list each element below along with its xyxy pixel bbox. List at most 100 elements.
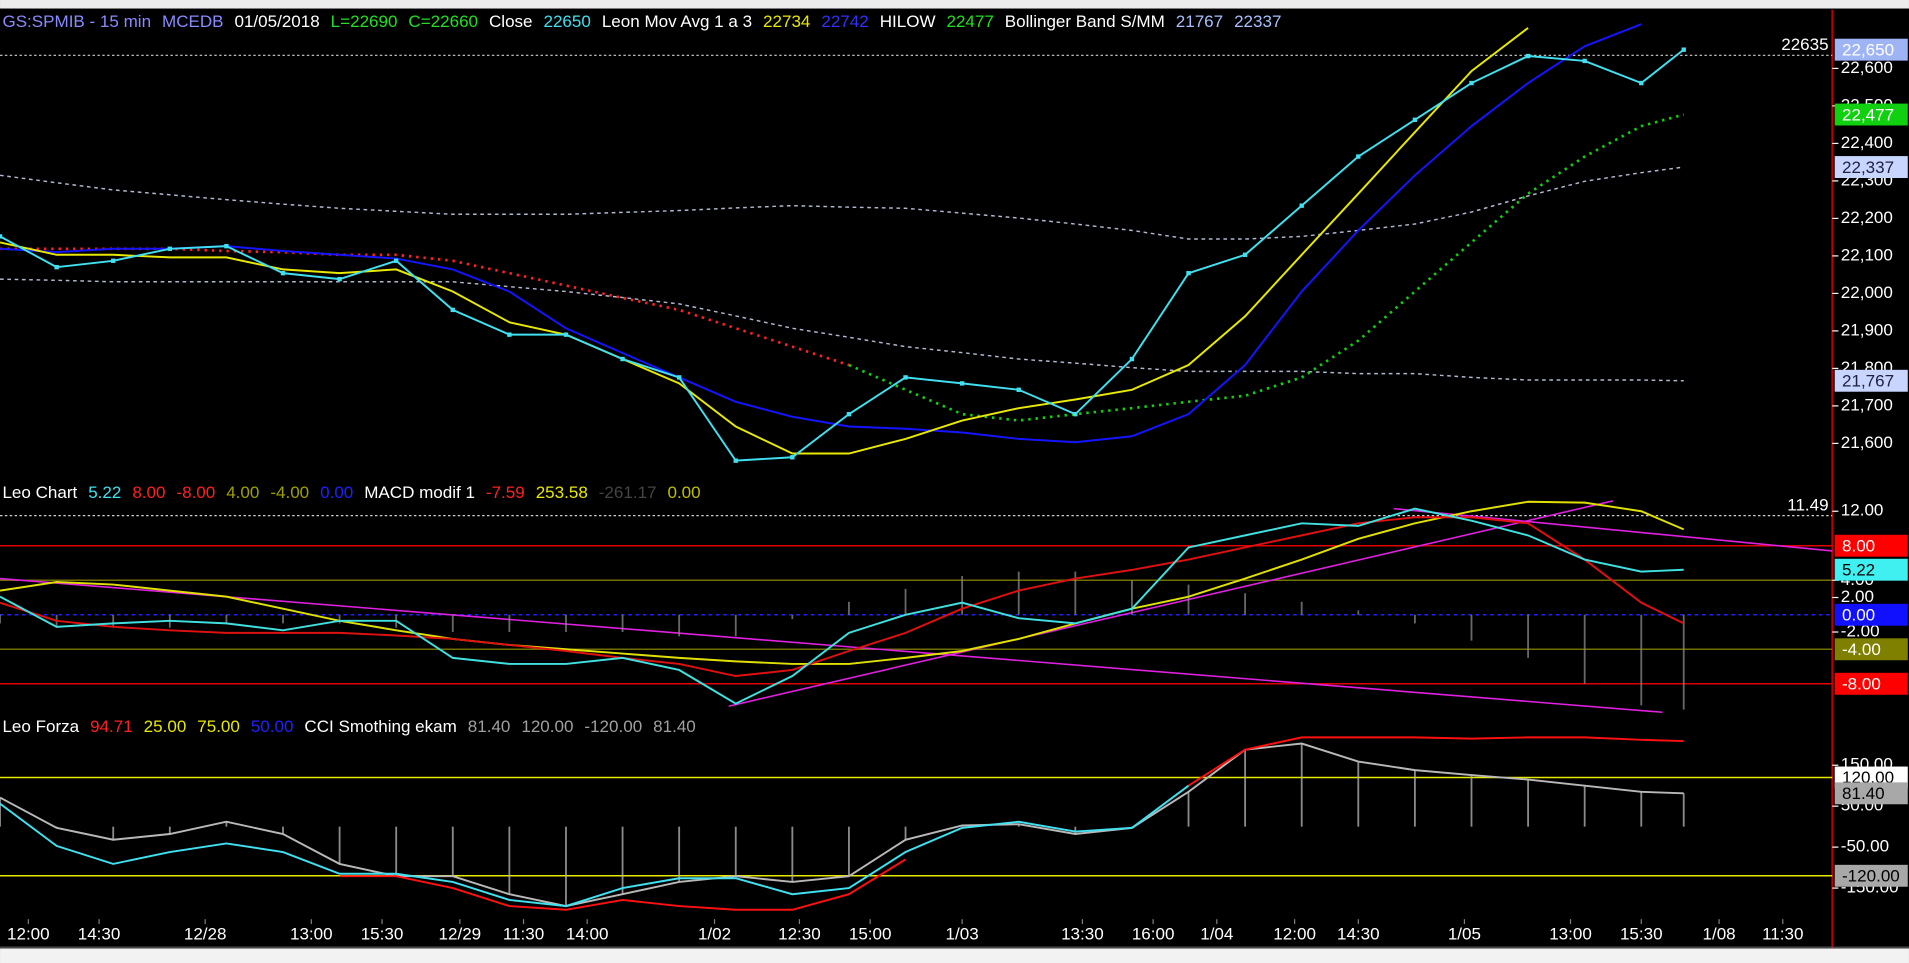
value-tag (1834, 864, 1908, 887)
x-tick-label: 11:30 (1762, 924, 1803, 943)
header-item: 22650 (543, 11, 590, 30)
value-tag (1834, 369, 1908, 392)
header-item: -7.59 (486, 483, 525, 502)
cursor-label: 22635 (1781, 35, 1828, 54)
y-tick-label: 21,600 (1841, 433, 1893, 452)
point (1412, 117, 1418, 122)
point (337, 276, 342, 282)
y-tick-label: 22,200 (1841, 208, 1893, 227)
cursor-label: 11.49 (1787, 495, 1828, 514)
y-tick-label: 21,900 (1841, 320, 1893, 339)
series-line (0, 247, 850, 367)
header-item: 0.00 (320, 483, 353, 502)
header-item: MCEDB (162, 11, 224, 30)
header-item: 22742 (821, 11, 868, 30)
point (393, 258, 399, 263)
point (1016, 387, 1021, 392)
header-item: -8.00 (176, 483, 215, 502)
value-tag-label: 0.00 (1842, 605, 1875, 624)
header-item: 5.22 (88, 483, 121, 502)
header-item: 253.58 (536, 483, 588, 502)
x-tick-label: 1/08 (1703, 924, 1736, 943)
trendline (1393, 507, 1833, 552)
header-item: Close (489, 11, 533, 30)
y-tick-label: -2.00 (1841, 622, 1880, 641)
point (790, 455, 795, 460)
point (959, 381, 965, 386)
panel-header: Leo Forza 94.71 25.00 75.00 50.00 CCI Smothin… (2, 716, 695, 735)
x-tick-label: 12:30 (778, 924, 821, 943)
value-tag-label: 81.40 (1842, 784, 1885, 803)
value-tag (1834, 534, 1908, 557)
header-item: 81.40 (653, 716, 696, 735)
point (846, 411, 852, 417)
point (1356, 154, 1361, 159)
x-tick-label: 14:00 (566, 924, 609, 943)
value-tag-label: 8.00 (1842, 536, 1875, 555)
point (1681, 47, 1686, 52)
header-item: 4.00 (226, 483, 259, 502)
x-tick-label: 1/03 (946, 924, 979, 943)
header-item: 8.00 (132, 483, 165, 502)
point (1582, 58, 1587, 64)
series-line (0, 516, 1685, 678)
point (1299, 203, 1304, 208)
point (1525, 53, 1531, 59)
panel-header: Leo Chart 5.22 8.00 -8.00 4.00 -4.00 0.00 MACD … (2, 483, 700, 502)
point (733, 458, 738, 463)
header-item: C=22660 (408, 11, 478, 30)
point (903, 375, 908, 380)
point (1186, 270, 1191, 276)
point (676, 375, 682, 380)
series-line (0, 23, 1642, 444)
header-item: CCI Smothing ekam (304, 716, 456, 735)
value-tag-label: -8.00 (1842, 675, 1881, 694)
y-tick-label: 22,400 (1841, 133, 1893, 152)
value-tag (1834, 38, 1908, 61)
header-item: 120.00 (521, 716, 573, 735)
header-item: Leon Mov Avg 1 a 3 (602, 11, 752, 30)
x-tick-label: 15:30 (1620, 924, 1663, 943)
point (563, 332, 569, 337)
value-tag (1834, 672, 1908, 695)
trendline (728, 500, 1614, 707)
header-item: 25.00 (144, 716, 187, 735)
y-tick-label: 22,000 (1841, 283, 1893, 302)
point (1469, 80, 1474, 86)
value-tag (1834, 638, 1908, 661)
value-tag-label: 22,477 (1842, 105, 1894, 124)
y-tick-label: 22,600 (1841, 58, 1893, 77)
point (0, 234, 3, 239)
value-tag-label: 22,650 (1842, 40, 1894, 59)
x-tick-label: 12/29 (439, 924, 482, 943)
value-tag (1834, 603, 1908, 626)
point (507, 332, 512, 337)
x-tick-label: 13:00 (1549, 924, 1592, 943)
header-item: -261.17 (599, 483, 657, 502)
series-line (0, 742, 1684, 908)
point (167, 246, 172, 251)
series-line (1187, 736, 1684, 787)
point (280, 270, 286, 276)
value-tag (1834, 156, 1908, 178)
header-item: 22337 (1234, 11, 1281, 30)
series-line (0, 500, 1685, 665)
header-item: Leo Forza (2, 716, 79, 735)
value-tag-label: -4.00 (1842, 640, 1881, 659)
series-line (0, 784, 1190, 908)
x-tick-label: 11:30 (503, 924, 544, 943)
header-item: L=22690 (331, 11, 398, 30)
value-tag (1834, 103, 1908, 126)
x-tick-label: 12:00 (1273, 924, 1316, 943)
point (1073, 411, 1078, 417)
point (224, 243, 229, 249)
point (111, 258, 116, 263)
x-tick-label: 1/02 (698, 924, 731, 943)
header-item: MACD modif 1 (364, 483, 475, 502)
header-item: Bollinger Band S/MM (1005, 11, 1165, 30)
header-item: GS:SPMIB - 15 min (2, 11, 151, 30)
header-item: 21767 (1176, 11, 1223, 30)
header-item: 81.40 (468, 716, 511, 735)
